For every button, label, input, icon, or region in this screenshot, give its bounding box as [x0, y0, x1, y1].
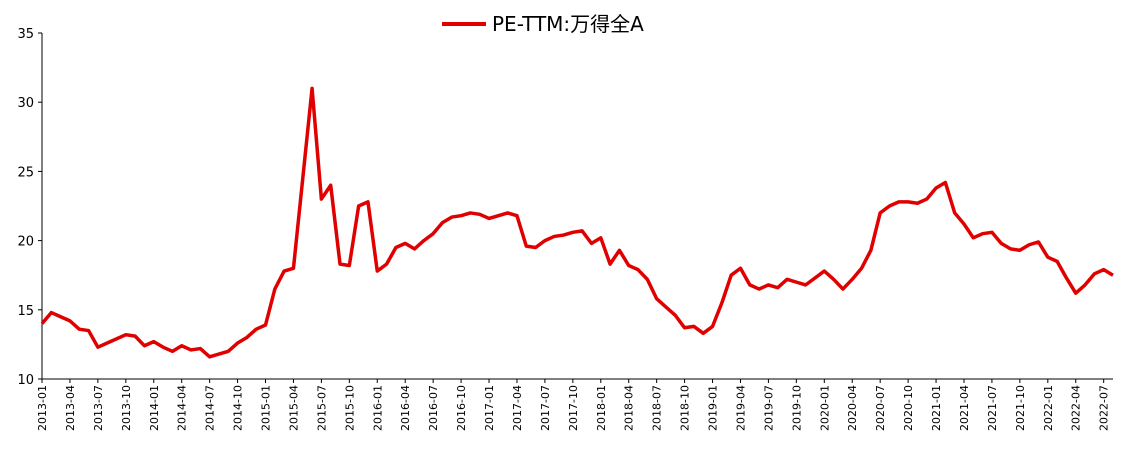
x-tick-label: 2020-04 [846, 385, 859, 431]
x-tick-label: 2019-04 [734, 385, 747, 431]
x-tick-label: 2014-10 [232, 385, 245, 431]
x-tick-label: 2017-07 [539, 385, 552, 431]
x-tick-label: 2018-07 [651, 385, 664, 431]
x-tick-label: 2022-01 [1042, 385, 1055, 431]
x-tick-label: 2013-04 [64, 385, 77, 431]
x-tick-label: 2016-07 [427, 385, 440, 431]
line-series [40, 86, 1114, 359]
x-tick-label: 2017-01 [483, 385, 496, 431]
x-tick-label: 2013-07 [92, 385, 105, 431]
x-tick-label: 2017-10 [567, 385, 580, 431]
x-tick-label: 2021-01 [930, 385, 943, 431]
x-tick-label: 2013-01 [36, 385, 49, 431]
x-tick-label: 2014-01 [148, 385, 161, 431]
x-tick-label: 2017-04 [511, 385, 524, 431]
x-tick-label: 2020-01 [818, 385, 831, 431]
x-tick-label: 2015-07 [315, 385, 328, 431]
x-tick-label: 2020-10 [902, 385, 915, 431]
x-tick-label: 2020-07 [874, 385, 887, 431]
x-tick-label: 2021-07 [986, 385, 999, 431]
x-tick-label: 2018-01 [595, 385, 608, 431]
x-tick-label: 2016-01 [371, 385, 384, 431]
x-tick-label: 2022-07 [1098, 385, 1111, 431]
x-tick-label: 2021-10 [1014, 385, 1027, 431]
x-tick-label: 2019-07 [762, 385, 775, 431]
x-tick-label: 2019-10 [790, 385, 803, 431]
x-tick-label: 2015-01 [260, 385, 273, 431]
x-tick-label: 2021-04 [958, 385, 971, 431]
x-tick-label: 2015-10 [343, 385, 356, 431]
y-tick-label: 15 [17, 304, 34, 319]
x-tick-label: 2016-10 [455, 385, 468, 431]
x-tick-label: 2018-10 [679, 385, 692, 431]
y-tick-label: 30 [17, 96, 34, 111]
y-tick-label: 10 [17, 373, 34, 388]
x-tick-label: 2019-01 [707, 385, 720, 431]
y-tick-label: 20 [17, 235, 34, 250]
x-tick-label: 2013-10 [120, 385, 133, 431]
x-tick-label: 2015-04 [287, 385, 300, 431]
x-tick-label: 2022-04 [1070, 385, 1083, 431]
x-tick-label: 2014-07 [204, 385, 217, 431]
y-tick-label: 35 [17, 27, 34, 42]
x-tick-label: 2016-04 [399, 385, 412, 431]
x-tick-label: 2018-04 [623, 385, 636, 431]
x-tick-label: 2014-04 [176, 385, 189, 431]
legend-label: PE-TTM:万得全A [492, 12, 644, 36]
y-tick-label: 25 [17, 165, 34, 180]
